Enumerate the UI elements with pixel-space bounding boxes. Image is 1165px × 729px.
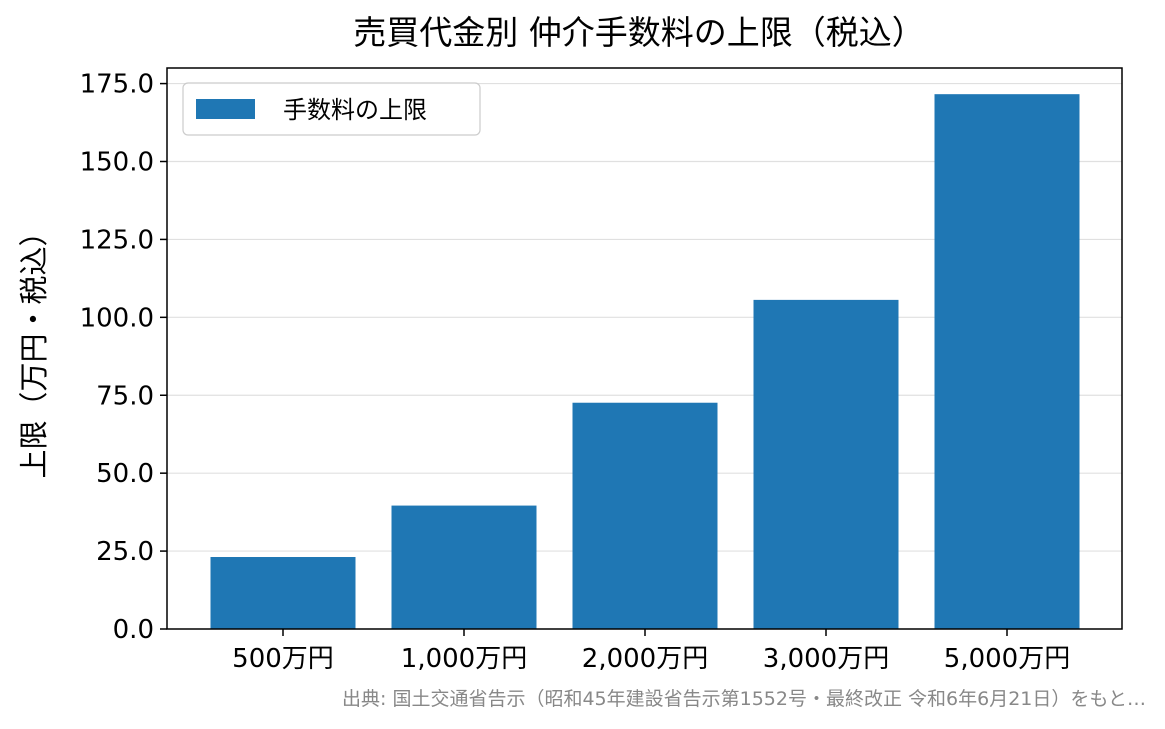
y-tick-label: 125.0 xyxy=(80,225,154,255)
bar xyxy=(934,94,1080,630)
bar xyxy=(753,299,899,629)
x-tick-label: 2,000万円 xyxy=(582,644,708,674)
legend-box xyxy=(182,82,481,136)
x-tick-label: 1,000万円 xyxy=(401,644,527,674)
x-axis-ticks: 500万円 1,000万円 2,000万円 3,000万円 5,000万円 xyxy=(232,629,1070,674)
legend-swatch xyxy=(196,99,255,119)
bar xyxy=(210,557,356,629)
y-tick-label: 150.0 xyxy=(80,148,154,178)
source-note: 出典: 国土交通省告示（昭和45年建設省告示第1552号・最終改正 令和6年6月… xyxy=(342,688,1146,710)
bar xyxy=(572,402,718,629)
y-tick-label: 25.0 xyxy=(96,537,154,567)
x-tick-label: 5,000万円 xyxy=(944,644,1070,674)
y-tick-label: 175.0 xyxy=(80,70,154,100)
legend: 手数料の上限 xyxy=(182,82,481,136)
x-tick-label: 500万円 xyxy=(232,644,334,674)
chart-title: 売買代金別 仲介手数料の上限（税込） xyxy=(353,13,925,52)
legend-label: 手数料の上限 xyxy=(283,96,427,124)
y-tick-label: 75.0 xyxy=(96,381,154,411)
bar xyxy=(391,505,537,629)
y-axis-label: 上限（万円・税込） xyxy=(17,217,51,478)
y-tick-label: 0.0 xyxy=(113,615,154,645)
y-tick-label: 50.0 xyxy=(96,459,154,489)
y-tick-label: 100.0 xyxy=(80,303,154,333)
y-axis-ticks: 0.0 25.0 50.0 75.0 100.0 125.0 150.0 175.0 xyxy=(80,70,167,645)
x-tick-label: 3,000万円 xyxy=(763,644,889,674)
bars xyxy=(210,94,1080,630)
